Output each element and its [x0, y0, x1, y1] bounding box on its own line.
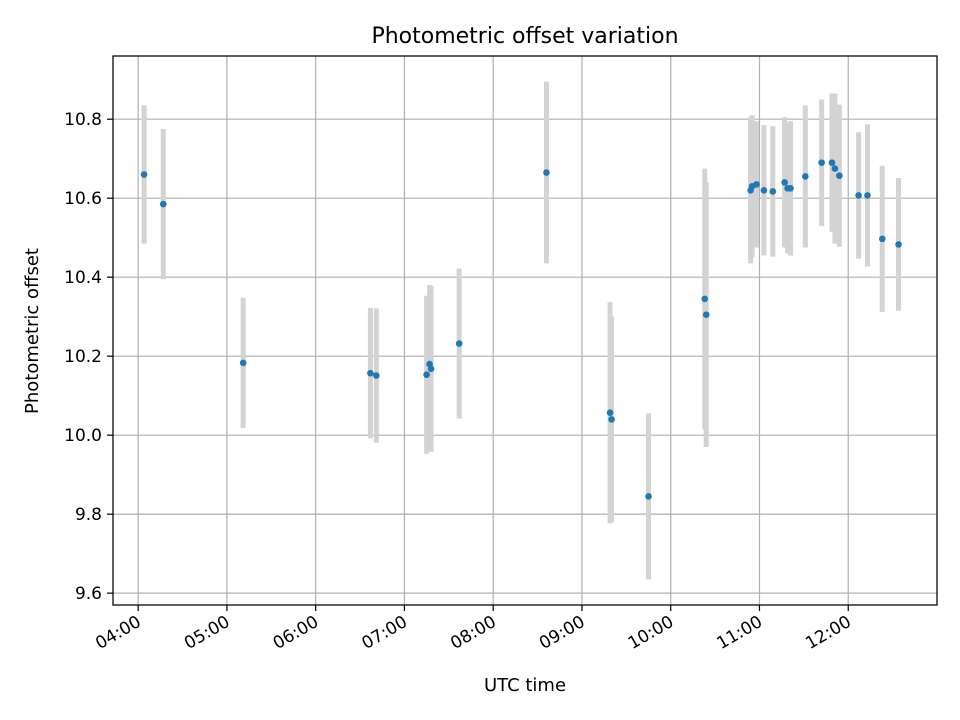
data-point: [769, 188, 777, 195]
data-point: [781, 179, 788, 186]
data-point: [373, 372, 380, 379]
data-point: [753, 181, 760, 188]
data-point: [802, 173, 809, 180]
plot-frame: [112, 55, 938, 606]
data-point: [760, 186, 768, 194]
data-point: [818, 159, 825, 166]
y-tick-label: 10.2: [64, 347, 102, 367]
data-point: [895, 241, 902, 248]
data-point: [828, 159, 836, 166]
data-point: [455, 340, 463, 347]
data-point: [855, 192, 862, 199]
y-tick-label: 9.6: [75, 584, 102, 604]
data-points: [140, 159, 902, 500]
x-axis-label: UTC time: [484, 675, 566, 696]
data-point: [367, 369, 374, 377]
data-point: [140, 171, 148, 178]
y-tick-label: 10.4: [64, 268, 102, 288]
y-tick-label: 10.6: [64, 189, 102, 209]
data-point: [836, 172, 843, 179]
data-point: [608, 416, 615, 423]
data-point: [864, 192, 871, 199]
data-point: [606, 409, 614, 416]
data-point: [645, 493, 652, 500]
y-tick-label: 9.8: [75, 505, 102, 525]
data-point: [787, 185, 794, 192]
data-point: [543, 169, 550, 176]
chart-title: Photometric offset variation: [371, 24, 678, 49]
data-point: [239, 359, 247, 367]
data-point: [159, 200, 167, 208]
y-tick-label: 10.0: [64, 426, 102, 446]
grid: [113, 56, 937, 605]
data-point: [702, 311, 710, 319]
y-axis-label: Photometric offset: [22, 248, 43, 414]
data-point: [423, 371, 430, 379]
data-point: [427, 365, 435, 373]
y-axis-ticks: 9.6 9.8 10.0 10.2 10.4 10.6 10.8: [64, 110, 113, 604]
y-tick-label: 10.8: [64, 110, 102, 130]
data-point: [878, 235, 886, 243]
data-point: [701, 295, 709, 303]
data-point: [831, 165, 839, 172]
